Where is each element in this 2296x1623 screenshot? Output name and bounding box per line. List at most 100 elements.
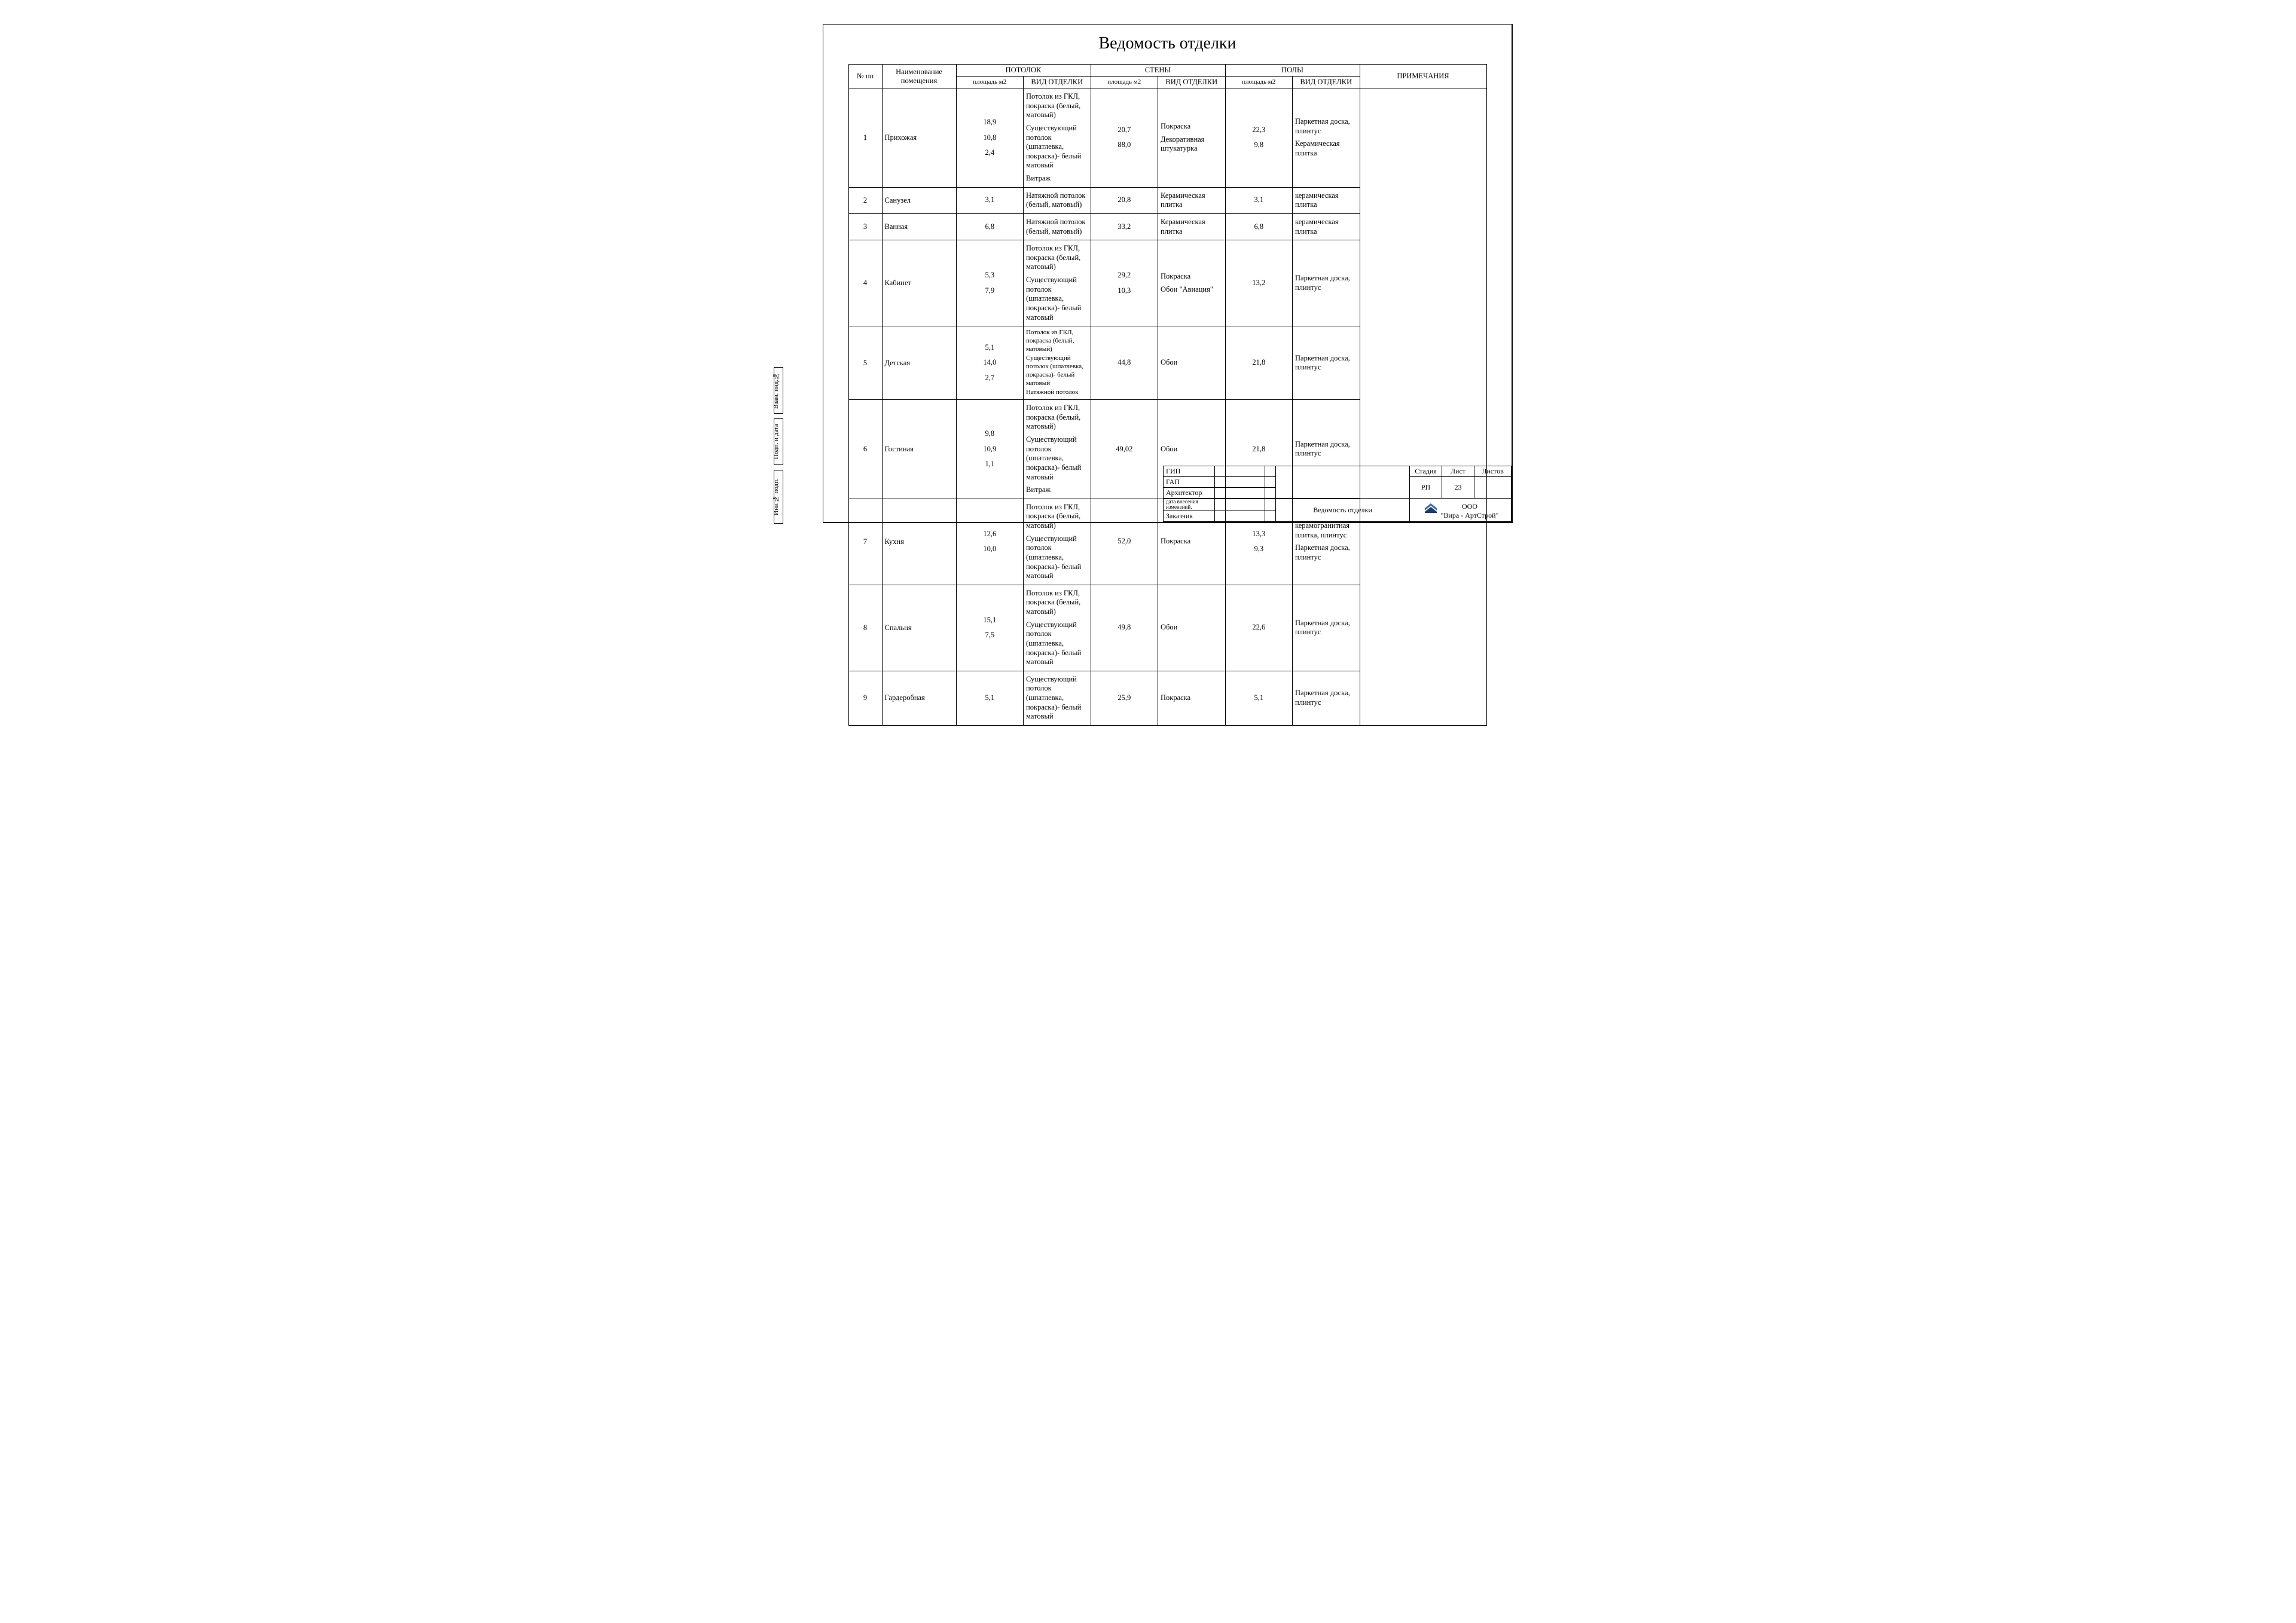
cell: 6,8	[1225, 213, 1293, 240]
page: Взам. инд.№ Подп. и дата Инв.№ подп. Вед…	[765, 0, 1531, 541]
cell: Потолок из ГКЛ, покраска (белый, матовый…	[1024, 326, 1091, 400]
cell: 15,17,5	[956, 585, 1024, 671]
cell: Кухня	[882, 499, 956, 585]
cell: Потолок из ГКЛ, покраска (белый, матовый…	[1024, 240, 1091, 326]
blank-cell	[1215, 466, 1265, 477]
cell: 22,39,8	[1225, 88, 1293, 188]
cell: ПокраскаОбои "Авиация"	[1158, 240, 1226, 326]
col-ceiling: ПОТОЛОК	[956, 65, 1091, 77]
hdr-stage: Стадия	[1410, 466, 1442, 477]
finishing-table: № пп Наименование помещения ПОТОЛОК СТЕН…	[848, 64, 1487, 726]
cell: 2	[848, 187, 882, 213]
company-logo-icon	[1422, 500, 1439, 513]
cell: 3	[848, 213, 882, 240]
blank-cell	[1265, 511, 1276, 522]
table-row: 1Прихожая18,910,82,4Потолок из ГКЛ, покр…	[848, 88, 1486, 188]
cell: 29,210,3	[1091, 240, 1158, 326]
col-ceil-area: площадь м2	[956, 77, 1024, 88]
doc-name: Ведомость отделки	[1276, 499, 1410, 522]
blank-cell	[1265, 477, 1276, 488]
drawing-frame: Ведомость отделки № пп Наименование поме…	[823, 24, 1513, 523]
cell: Потолок из ГКЛ, покраска (белый, матовый…	[1024, 585, 1091, 671]
title-block: ГИП Стадия Лист Листов ГАП РП 23 Архитек…	[1163, 466, 1512, 522]
cell: Натяжной потолок (белый, матовый)	[1024, 213, 1091, 240]
cell: Потолок из ГКЛ, покраска (белый, матовый…	[1024, 88, 1091, 188]
blank-cell	[1474, 477, 1512, 499]
cell: Обои	[1158, 326, 1226, 400]
blank-cell	[1276, 466, 1410, 499]
col-wall-fin: ВИД ОТДЕЛКИ	[1158, 77, 1226, 88]
cell: Керамическая плитка	[1158, 187, 1226, 213]
cell: 1	[848, 88, 882, 188]
col-walls: СТЕНЫ	[1091, 65, 1225, 77]
cell: Существующий потолок (шпатлевка, покраск…	[1024, 671, 1091, 725]
cell: 49,8	[1091, 585, 1158, 671]
company-line1: ООО	[1462, 502, 1477, 511]
company-line2: "Вира - АртСтрой"	[1441, 511, 1499, 519]
blank-cell	[1215, 488, 1265, 499]
cell: 5,37,9	[956, 240, 1024, 326]
cell: Обои	[1158, 585, 1226, 671]
cell: Потолок из ГКЛ, покраска (белый, матовый…	[1024, 499, 1091, 585]
cell: 6,8	[956, 213, 1024, 240]
cell: Керамическая плитка	[1158, 213, 1226, 240]
cell: 4	[848, 240, 882, 326]
col-num: № пп	[848, 65, 882, 88]
cell: 9,810,91,1	[956, 400, 1024, 499]
cell: 49,02	[1091, 400, 1158, 499]
blank-cell	[1265, 499, 1276, 511]
sheet-value: 23	[1442, 477, 1474, 499]
cell: 20,788,0	[1091, 88, 1158, 188]
side-label-inv: Инв.№ подп.	[773, 470, 784, 524]
notes-cell	[1360, 88, 1486, 726]
cell: Кабинет	[882, 240, 956, 326]
cell: 8	[848, 585, 882, 671]
cell: 5	[848, 326, 882, 400]
col-floor-area: площадь м2	[1225, 77, 1293, 88]
cell: 21,8	[1225, 326, 1293, 400]
blank-cell	[1215, 511, 1265, 522]
cell: 18,910,82,4	[956, 88, 1024, 188]
cell: 6	[848, 400, 882, 499]
blank-cell	[1215, 499, 1265, 511]
cell: Паркетная доска, плинтусКерамическая пли…	[1293, 88, 1360, 188]
side-label-vzam: Взам. инд.№	[773, 367, 784, 414]
cell: 52,0	[1091, 499, 1158, 585]
cell: 3,1	[956, 187, 1024, 213]
col-floors: ПОЛЫ	[1225, 65, 1360, 77]
cell: Гостиная	[882, 400, 956, 499]
col-notes: ПРИМЕЧАНИЯ	[1360, 65, 1486, 88]
cell: керамическая плитка	[1293, 213, 1360, 240]
cell: Спальня	[882, 585, 956, 671]
role-client: Заказчик	[1164, 511, 1215, 522]
cell: керамическая плитка	[1293, 187, 1360, 213]
cell: 12,610,0	[956, 499, 1024, 585]
cell: Гардеробная	[882, 671, 956, 725]
hdr-sheet: Лист	[1442, 466, 1474, 477]
cell: Потолок из ГКЛ, покраска (белый, матовый…	[1024, 400, 1091, 499]
blank-cell	[1265, 488, 1276, 499]
cell: 5,1	[1225, 671, 1293, 725]
role-date: дата внесения изменений.	[1164, 499, 1215, 511]
cell: Паркетная доска, плинтус	[1293, 671, 1360, 725]
blank-cell	[1265, 466, 1276, 477]
cell: 22,6	[1225, 585, 1293, 671]
cell: 44,8	[1091, 326, 1158, 400]
cell: Прихожая	[882, 88, 956, 188]
cell: Паркетная доска, плинтус	[1293, 585, 1360, 671]
role-arch: Архитектор	[1164, 488, 1215, 499]
cell: 5,114,02,7	[956, 326, 1024, 400]
cell: 13,2	[1225, 240, 1293, 326]
stage-value: РП	[1410, 477, 1442, 499]
hdr-sheets: Листов	[1474, 466, 1512, 477]
gost-side-strip: Взам. инд.№ Подп. и дата Инв.№ подп.	[774, 0, 783, 541]
cell: 5,1	[956, 671, 1024, 725]
cell: 20,8	[1091, 187, 1158, 213]
col-ceil-fin: ВИД ОТДЕЛКИ	[1024, 77, 1091, 88]
side-label-podp: Подп. и дата	[773, 418, 784, 465]
cell: Паркетная доска, плинтус	[1293, 240, 1360, 326]
cell: 33,2	[1091, 213, 1158, 240]
cell: Детская	[882, 326, 956, 400]
company-cell: ООО "Вира - АртСтрой"	[1410, 499, 1512, 522]
role-gap: ГАП	[1164, 477, 1215, 488]
